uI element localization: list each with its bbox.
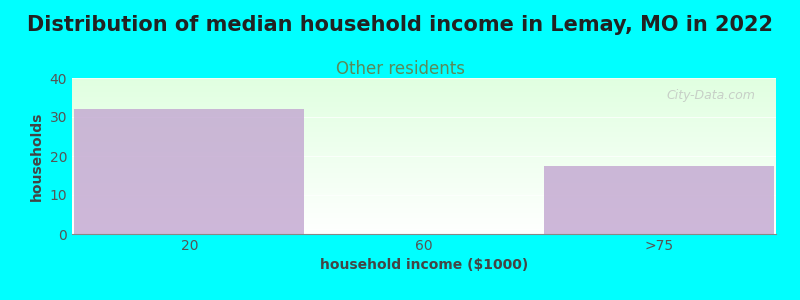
Y-axis label: households: households (30, 111, 44, 201)
Text: Other residents: Other residents (335, 60, 465, 78)
Text: City-Data.com: City-Data.com (666, 89, 755, 102)
Text: Distribution of median household income in Lemay, MO in 2022: Distribution of median household income … (27, 15, 773, 35)
Bar (544, 166, 774, 234)
Bar (74, 109, 304, 234)
X-axis label: household income ($1000): household income ($1000) (320, 258, 528, 272)
